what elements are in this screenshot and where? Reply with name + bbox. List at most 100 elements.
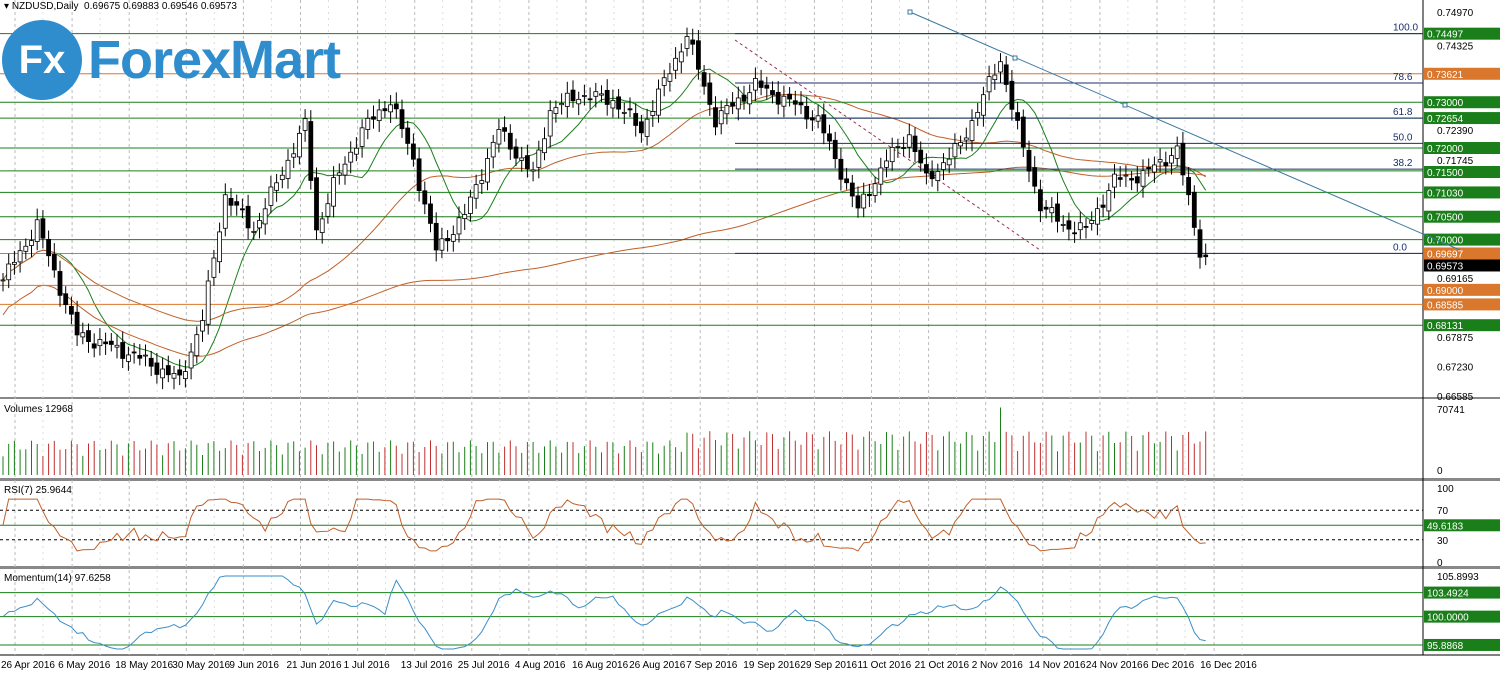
candle-body [1072, 232, 1077, 235]
candle-body [336, 172, 342, 176]
candle-body [667, 73, 673, 82]
candle-body [969, 120, 975, 141]
candle-body [1095, 208, 1100, 225]
candle-body [228, 198, 234, 206]
price-level-label: 0.73621 [1427, 70, 1464, 81]
candle-body [34, 219, 40, 242]
momentum-line [2, 575, 1206, 650]
candle-body [644, 118, 650, 137]
candle-body [285, 159, 291, 179]
x-tick-label: 18 May 2016 [115, 660, 173, 671]
candle-body [707, 82, 713, 105]
price-level-tag [1424, 67, 1500, 80]
price-level-tag [1424, 186, 1500, 199]
price-tick-label: 0.71745 [1437, 156, 1474, 167]
x-tick-label: 21 Oct 2016 [915, 660, 970, 671]
candle-body [884, 160, 889, 168]
momentum-level-label: 103.4924 [1427, 589, 1469, 600]
candle-body [160, 368, 166, 379]
candle-body [268, 186, 274, 206]
candle-body [114, 344, 120, 348]
candle-body [1032, 167, 1038, 187]
candle-body [422, 190, 428, 205]
candle-body [23, 245, 29, 252]
candle-body [1089, 220, 1095, 224]
momentum-tick-label: 105.8993 [1437, 572, 1479, 583]
candle-body [131, 351, 137, 354]
candle-body [371, 116, 376, 120]
price-level-tag [1424, 283, 1500, 296]
fibonacci-level-label: 78.6 [1393, 72, 1413, 83]
candle-body [798, 102, 804, 106]
price-level-label: 0.74497 [1427, 30, 1464, 41]
x-tick-label: 26 Apr 2016 [1, 660, 55, 671]
candle-body [872, 183, 878, 196]
candle-body [792, 100, 798, 105]
candle-body [599, 93, 604, 96]
trend-line-anchor [1122, 102, 1128, 108]
candle-body [735, 97, 741, 110]
candle-body [975, 112, 981, 119]
candle-body [51, 253, 57, 271]
candle-body [958, 142, 963, 147]
candle-body [1186, 177, 1191, 196]
candle-body [1123, 174, 1129, 177]
candle-body [1060, 224, 1066, 226]
price-level-tag [1424, 247, 1500, 260]
candle-body [929, 170, 935, 180]
candle-body [1152, 164, 1157, 173]
candle-body [764, 84, 770, 89]
candle-body [40, 218, 46, 239]
candle-body [245, 205, 251, 229]
x-tick-label: 1 Jul 2016 [344, 660, 391, 671]
rsi-tick-label: 100 [1437, 484, 1454, 495]
momentum-level-label: 95.8868 [1427, 641, 1464, 652]
candle-body [827, 133, 832, 142]
x-tick-label: 16 Dec 2016 [1200, 660, 1257, 671]
candle-body [1077, 222, 1083, 231]
x-tick-label: 14 Nov 2016 [1029, 660, 1086, 671]
candle-body [359, 127, 365, 147]
candle-body [747, 92, 753, 105]
current-price-label: 0.69573 [1427, 261, 1464, 272]
momentum-level-tag [1424, 586, 1500, 599]
candle-body [120, 342, 126, 359]
candle-body [1134, 176, 1140, 184]
candle-body [753, 78, 758, 91]
candle-body [542, 138, 547, 154]
price-tick-label: 0.67875 [1437, 333, 1474, 344]
candle-body [405, 127, 411, 144]
candle-body [308, 121, 314, 181]
price-level-tag [1424, 96, 1500, 109]
ohlc-values: 0.69675 0.69883 0.69546 0.69573 [84, 1, 237, 12]
price-level-label: 0.70000 [1427, 236, 1464, 247]
candle-body [103, 341, 108, 345]
candle-body [633, 113, 639, 126]
candle-body [582, 95, 587, 97]
fibonacci-level-label: 61.8 [1393, 107, 1413, 118]
candle-body [274, 182, 280, 191]
price-level-tag [1424, 166, 1500, 179]
candle-body [462, 214, 468, 219]
price-level-tag [1424, 298, 1500, 311]
candle-body [895, 146, 901, 148]
candle-body [986, 76, 992, 93]
trend-line [909, 11, 1461, 251]
candle-body [502, 127, 508, 132]
price-tick-label: 0.66585 [1437, 392, 1474, 403]
candle-body [941, 162, 946, 170]
rsi-value-tag [1424, 519, 1500, 532]
logo-text: ForexMart [88, 30, 341, 90]
x-tick-label: 29 Sep 2016 [800, 660, 857, 671]
fibonacci-trend-line [734, 39, 1041, 251]
candle-body [867, 193, 872, 197]
price-tick-label: 0.74325 [1437, 42, 1474, 53]
candle-body [1043, 206, 1049, 210]
candle-body [924, 164, 929, 174]
candle-body [171, 373, 177, 379]
price-level-tag [1424, 142, 1500, 155]
x-tick-label: 9 Jun 2016 [229, 660, 279, 671]
candle-body [137, 355, 143, 359]
